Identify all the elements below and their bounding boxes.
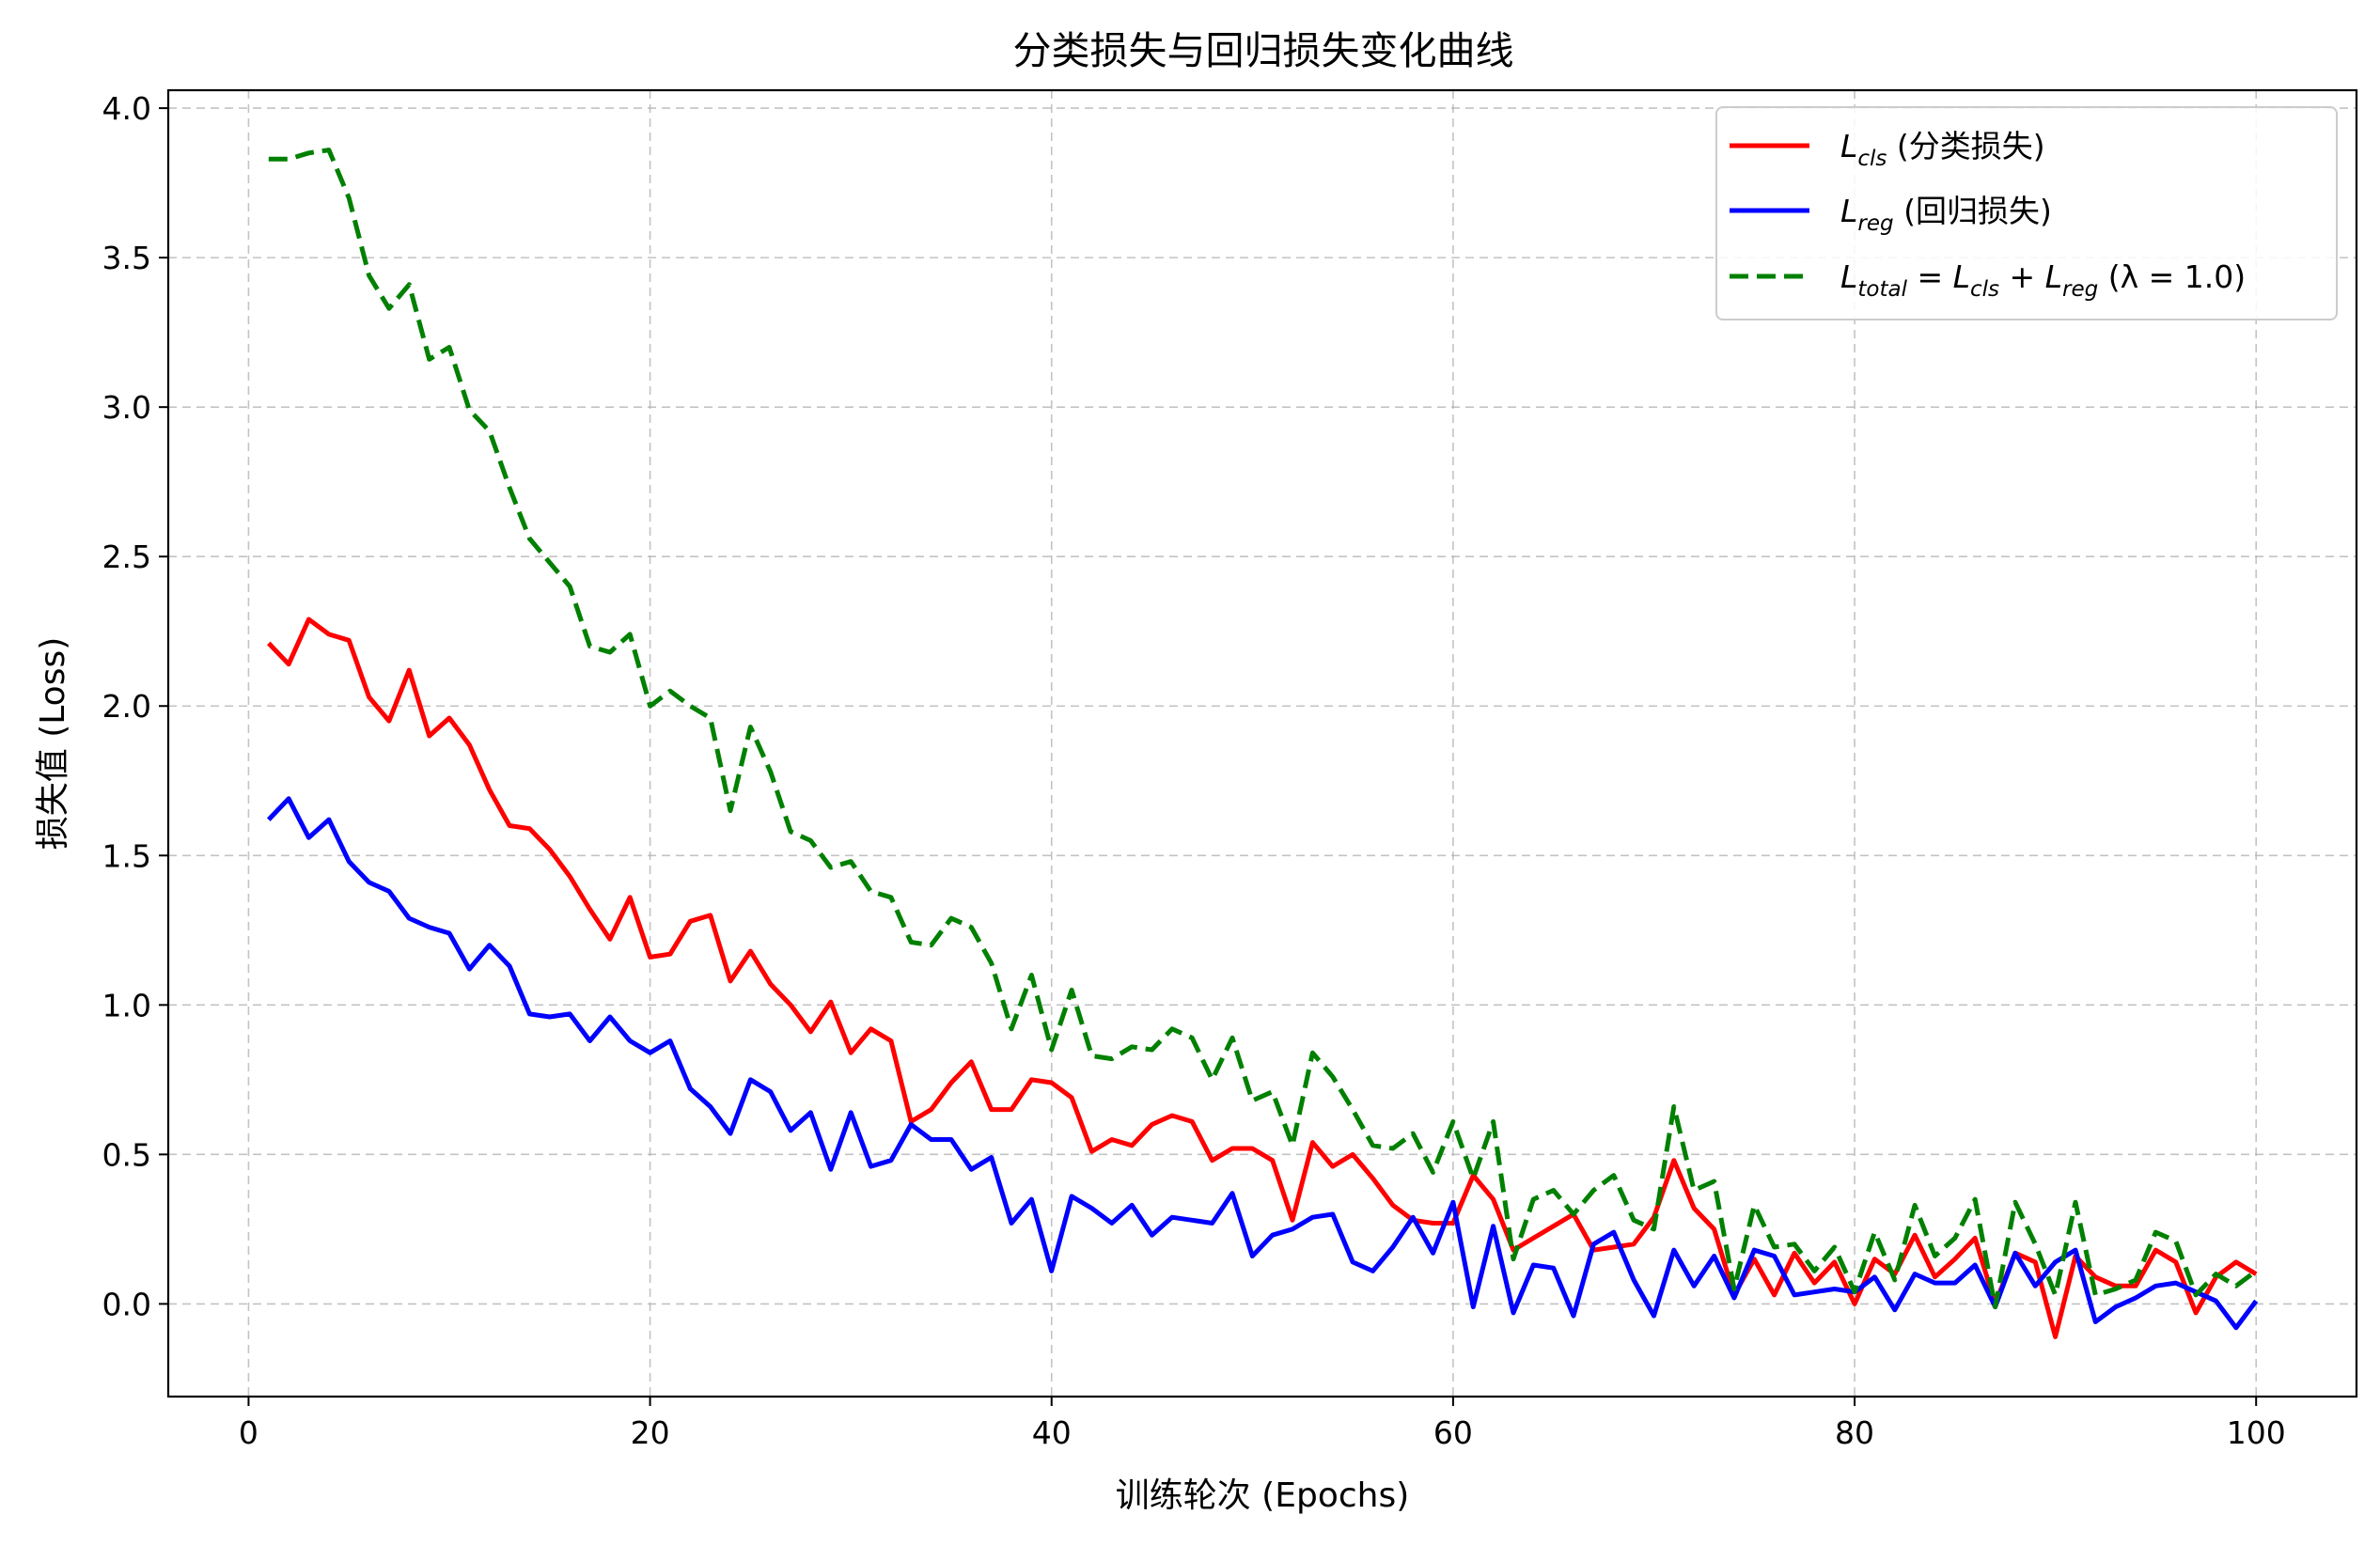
y-tick-label: 1.5 xyxy=(102,837,151,874)
chart-title: 分类损失与回归损失变化曲线 xyxy=(1013,28,1514,73)
x-tick-label: 80 xyxy=(1835,1414,1874,1451)
x-tick-label: 0 xyxy=(239,1414,258,1451)
x-tick-label: 40 xyxy=(1032,1414,1072,1451)
x-axis-ticks: 0 20 40 60 80 100 xyxy=(239,1397,2286,1451)
legend-label-reg: Lreg (回归损失) xyxy=(1840,193,2052,236)
y-tick-label: 0.0 xyxy=(102,1286,151,1322)
series-line-total xyxy=(268,148,2258,1310)
x-axis-title: 训练轮次 (Epochs) xyxy=(1116,1476,1410,1515)
y-axis-ticks: 0.0 0.5 1.0 1.5 2.0 2.5 3.0 3.5 4.0 xyxy=(102,90,168,1322)
y-tick-label: 4.0 xyxy=(102,90,151,127)
legend-label-cls: Lcls (分类损失) xyxy=(1840,128,2045,171)
x-tick-label: 60 xyxy=(1433,1414,1473,1451)
y-tick-label: 0.5 xyxy=(102,1136,151,1173)
series-line-reg xyxy=(266,796,2259,1331)
legend: Lcls (分类损失) Lreg (回归损失) Ltotal = Lcls + … xyxy=(1715,106,2338,320)
x-tick-label: 20 xyxy=(631,1414,670,1451)
x-tick-label: 100 xyxy=(2227,1414,2286,1451)
y-tick-label: 2.0 xyxy=(102,688,151,725)
y-axis-title: 损失值 (Loss) xyxy=(34,637,72,851)
legend-label-total: Ltotal = Lcls + Lreg (λ = 1.0) xyxy=(1840,258,2246,302)
y-tick-label: 3.0 xyxy=(102,389,151,426)
y-tick-label: 1.0 xyxy=(102,987,151,1023)
plot-frame xyxy=(166,88,2358,1398)
y-tick-label: 3.5 xyxy=(102,240,151,276)
series-line-cls xyxy=(266,617,2258,1339)
legend-box xyxy=(1715,106,2338,320)
y-tick-label: 2.5 xyxy=(102,539,151,575)
series-lines xyxy=(266,148,2259,1339)
